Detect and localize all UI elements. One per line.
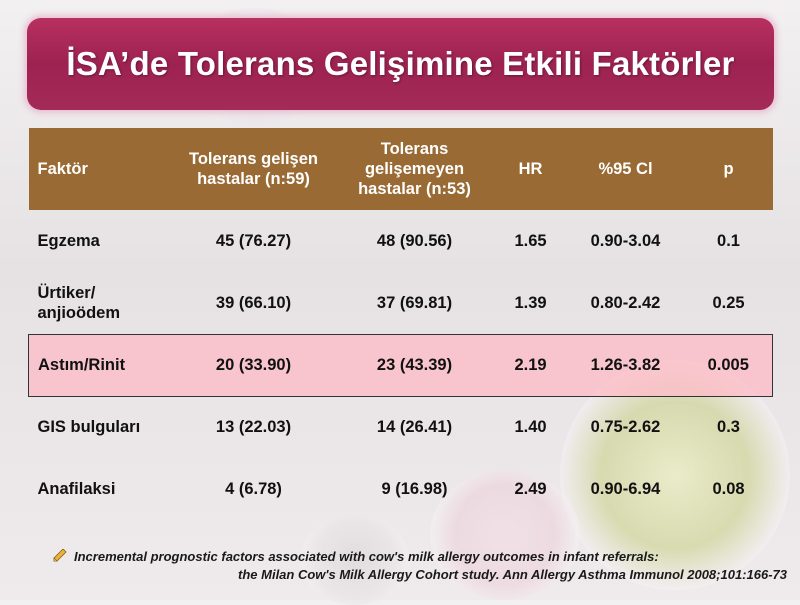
non-tolerant-cell: 23 (43.39): [334, 333, 495, 397]
hr-cell: 2.49: [514, 480, 547, 498]
hr-cell: 2.19: [494, 333, 567, 397]
citation-line-1: Incremental prognostic factors associate…: [74, 549, 659, 564]
factor-cell: GIS bulguları: [37, 418, 141, 437]
factor-cell: Ürtiker/ anjioödem: [29, 272, 173, 334]
p-cell: 0.1: [717, 232, 740, 250]
tolerant-cell: 39 (66.10): [215, 293, 292, 312]
table-row: Egzema 45 (76.27) 48 (90.56) 1.65 0.90-3…: [29, 210, 773, 272]
ci-cell: 0.75-2.62: [590, 418, 661, 437]
ci-cell: 0.90-6.94: [590, 480, 661, 498]
title-banner: İSA’de Tolerans Gelişimine Etkili Faktör…: [27, 18, 774, 110]
table-header-row: Faktör Tolerans gelişen hastalar (n:59) …: [28, 128, 773, 210]
header-hr: HR: [518, 160, 543, 178]
factor-label: Ürtiker/ anjioödem: [37, 283, 121, 322]
citation-line-2: the Milan Cow's Milk Allergy Cohort stud…: [238, 567, 787, 582]
p-cell: 0.08: [712, 480, 745, 498]
ci-cell: 0.90-3.04: [590, 232, 661, 250]
factor-cell: Egzema: [37, 232, 100, 250]
tolerant-cell: 45 (76.27): [215, 232, 292, 250]
tolerant-cell: 13 (22.03): [215, 418, 292, 437]
hr-cell: 1.65: [514, 232, 547, 250]
hr-cell: 1.40: [514, 418, 547, 437]
table-row: GIS bulguları 13 (22.03) 14 (26.41) 1.40…: [29, 396, 773, 458]
table-row: Ürtiker/ anjioödem 39 (66.10) 37 (69.81)…: [29, 272, 773, 334]
citation-footnote: Incremental prognostic factors associate…: [52, 548, 787, 584]
tolerant-cell: 20 (33.90): [172, 333, 335, 397]
non-tolerant-cell: 14 (26.41): [376, 418, 453, 437]
table-row-highlighted: Astım/Rinit 20 (33.90) 23 (43.39) 2.19 1…: [28, 333, 773, 397]
non-tolerant-cell: 9 (16.98): [381, 480, 448, 498]
header-non-tolerant: Tolerans gelişemeyen hastalar (n:53): [358, 140, 471, 198]
p-cell: 0.005: [684, 333, 773, 397]
factors-table: Faktör Tolerans gelişen hastalar (n:59) …: [28, 128, 773, 520]
p-cell: 0.25: [712, 293, 745, 312]
table-row: Anafilaksi 4 (6.78) 9 (16.98) 2.49 0.90-…: [29, 458, 773, 520]
non-tolerant-cell: 48 (90.56): [376, 232, 453, 250]
header-p: p: [723, 160, 734, 178]
factor-cell: Astım/Rinit: [28, 333, 173, 397]
tolerant-cell: 4 (6.78): [225, 480, 282, 498]
ci-cell: 0.80-2.42: [590, 293, 661, 312]
ci-cell: 1.26-3.82: [566, 333, 685, 397]
p-cell: 0.3: [717, 418, 740, 437]
header-factor: Faktör: [37, 160, 88, 178]
pencil-icon: [53, 549, 67, 562]
non-tolerant-cell: 37 (69.81): [376, 293, 453, 312]
header-tolerant: Tolerans gelişen hastalar (n:59): [189, 150, 318, 188]
hr-cell: 1.39: [514, 293, 547, 312]
factor-cell: Anafilaksi: [37, 480, 116, 498]
header-ci: %95 Cl: [598, 160, 653, 178]
slide-title: İSA’de Tolerans Gelişimine Etkili Faktör…: [66, 45, 735, 82]
